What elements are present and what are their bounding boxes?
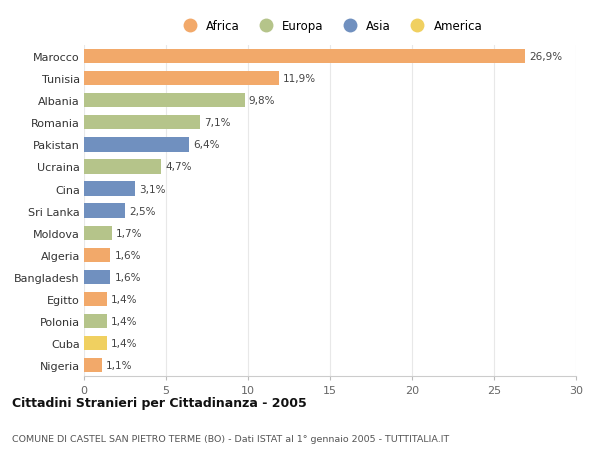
Text: 3,1%: 3,1% bbox=[139, 184, 166, 194]
Bar bbox=[84, 182, 135, 196]
Text: 1,6%: 1,6% bbox=[115, 272, 141, 282]
Text: 11,9%: 11,9% bbox=[283, 74, 316, 84]
Text: 4,7%: 4,7% bbox=[165, 162, 191, 172]
Bar bbox=[84, 336, 107, 351]
Bar bbox=[84, 72, 279, 86]
Bar bbox=[84, 358, 102, 373]
Text: 1,4%: 1,4% bbox=[111, 338, 137, 348]
Bar bbox=[84, 226, 112, 241]
Legend: Africa, Europa, Asia, America: Africa, Europa, Asia, America bbox=[178, 21, 482, 34]
Bar bbox=[84, 50, 525, 64]
Bar bbox=[84, 138, 189, 152]
Bar bbox=[84, 248, 110, 263]
Bar bbox=[84, 116, 200, 130]
Text: 2,5%: 2,5% bbox=[129, 206, 155, 216]
Text: 1,1%: 1,1% bbox=[106, 360, 133, 370]
Text: 1,4%: 1,4% bbox=[111, 316, 137, 326]
Text: 26,9%: 26,9% bbox=[529, 52, 562, 62]
Text: 1,7%: 1,7% bbox=[116, 228, 142, 238]
Text: 1,4%: 1,4% bbox=[111, 294, 137, 304]
Text: Cittadini Stranieri per Cittadinanza - 2005: Cittadini Stranieri per Cittadinanza - 2… bbox=[12, 396, 307, 409]
Text: 9,8%: 9,8% bbox=[249, 96, 275, 106]
Text: 7,1%: 7,1% bbox=[205, 118, 231, 128]
Bar bbox=[84, 314, 107, 329]
Bar bbox=[84, 204, 125, 218]
Text: COMUNE DI CASTEL SAN PIETRO TERME (BO) - Dati ISTAT al 1° gennaio 2005 - TUTTITA: COMUNE DI CASTEL SAN PIETRO TERME (BO) -… bbox=[12, 434, 449, 442]
Text: 1,6%: 1,6% bbox=[115, 250, 141, 260]
Bar bbox=[84, 160, 161, 174]
Bar bbox=[84, 94, 245, 108]
Text: 6,4%: 6,4% bbox=[193, 140, 220, 150]
Bar bbox=[84, 270, 110, 285]
Bar bbox=[84, 292, 107, 307]
